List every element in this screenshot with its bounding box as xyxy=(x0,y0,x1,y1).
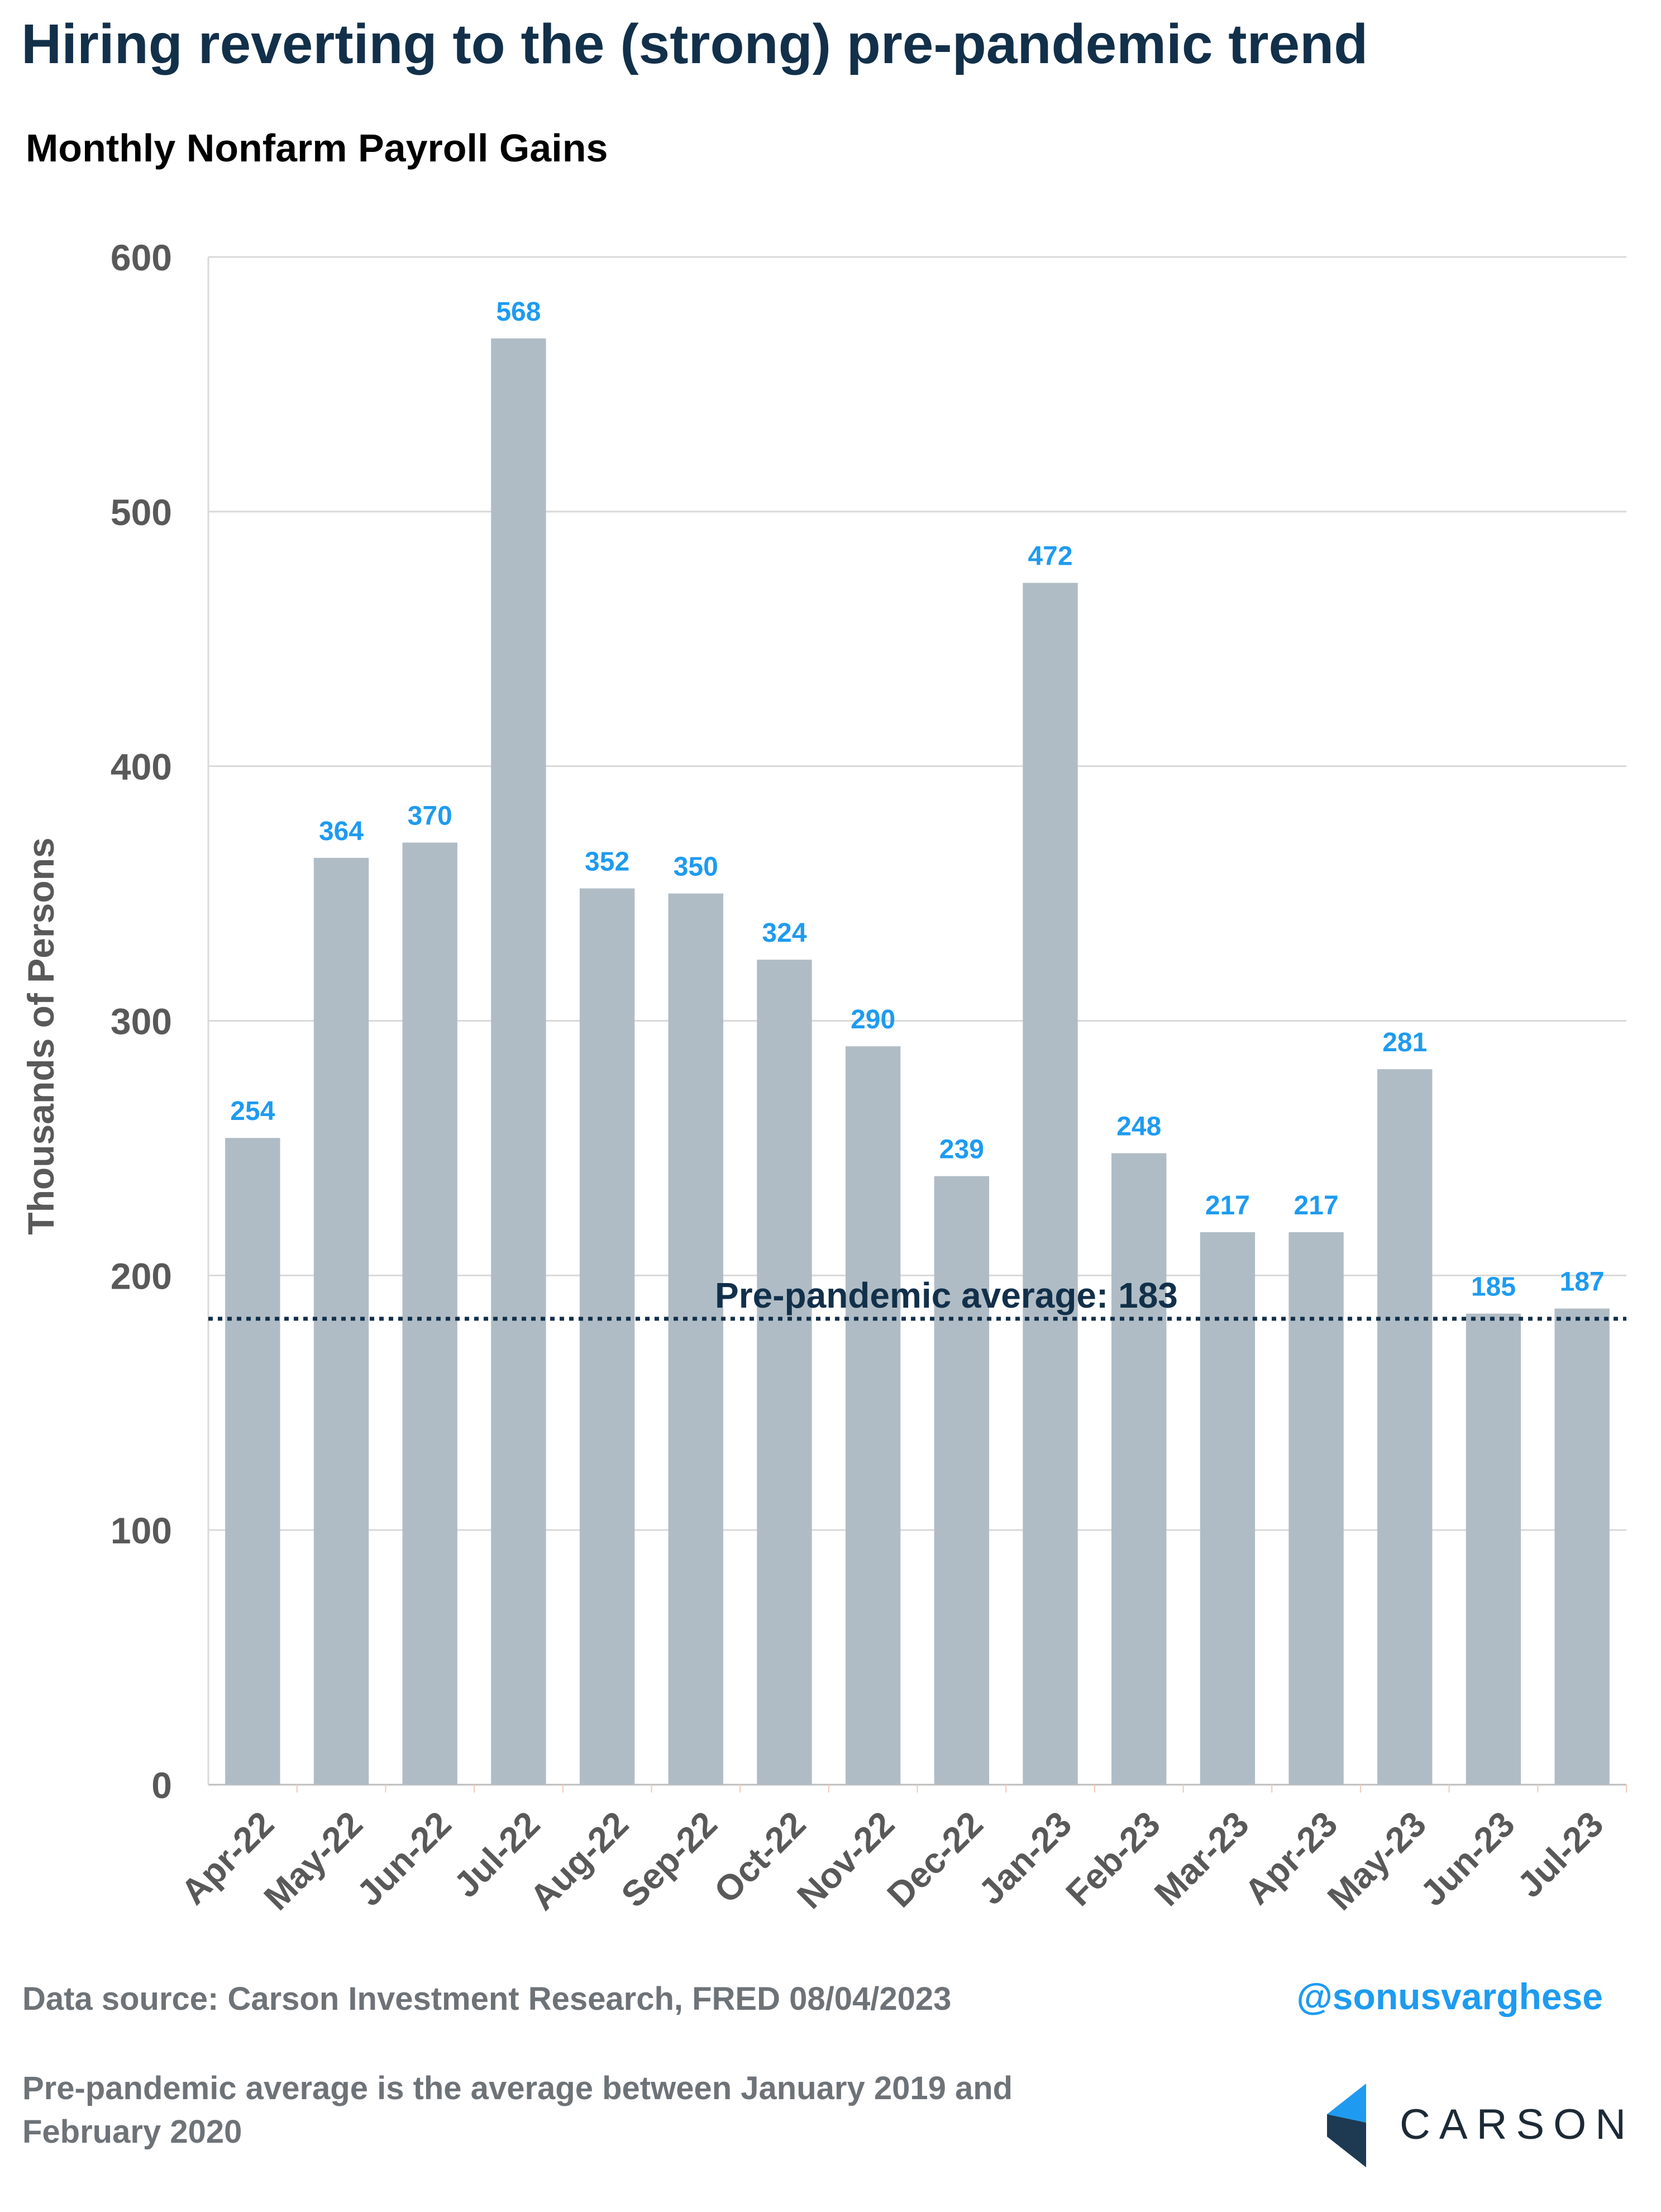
carson-logo-text: CARSON xyxy=(1400,2101,1635,2148)
data-label: 290 xyxy=(851,1005,895,1035)
y-tick-label: 200 xyxy=(111,1255,172,1296)
bar xyxy=(845,1046,901,1785)
data-label: 185 xyxy=(1471,1272,1516,1302)
footnote: Pre-pandemic average is the average betw… xyxy=(22,2070,1013,2150)
x-tick-label: Dec-22 xyxy=(879,1804,990,1915)
x-tick-label: May-22 xyxy=(256,1804,370,1918)
data-label: 254 xyxy=(230,1097,275,1126)
bar-chart: 0 100 200 300 400 500 600 254 364 370 568 352 350 32… xyxy=(20,237,1627,1918)
data-label: 370 xyxy=(408,801,452,831)
y-axis-label: Thousands of Persons xyxy=(20,837,61,1234)
x-tick-label: Jul-23 xyxy=(1510,1804,1611,1905)
data-label: 187 xyxy=(1560,1267,1605,1297)
bar xyxy=(668,893,723,1785)
carson-logo: CARSON xyxy=(1321,2084,1626,2167)
bar xyxy=(757,960,812,1785)
y-tick-label: 500 xyxy=(111,492,172,533)
x-tick-label: Sep-22 xyxy=(613,1804,724,1915)
data-label: 568 xyxy=(496,297,541,327)
x-tick-label: Nov-22 xyxy=(789,1804,902,1917)
y-axis-ticks: 0 100 200 300 400 500 600 xyxy=(111,237,172,1806)
x-tick-label: Jan-23 xyxy=(971,1804,1079,1912)
x-tick-label: May-23 xyxy=(1320,1804,1434,1918)
bar xyxy=(1466,1313,1521,1785)
x-tick-label: Mar-23 xyxy=(1147,1804,1257,1914)
y-tick-label: 0 xyxy=(151,1765,172,1806)
data-label: 350 xyxy=(674,852,718,882)
gridlines xyxy=(207,256,1626,1786)
data-label: 324 xyxy=(762,918,806,948)
bars: 254 364 370 568 352 350 324 290 239 472 248 217 217 2… xyxy=(225,297,1610,1785)
y-tick-label: 100 xyxy=(111,1510,172,1551)
x-tick-label: Jun-23 xyxy=(1412,1804,1522,1914)
bar xyxy=(1200,1232,1256,1785)
data-label: 217 xyxy=(1294,1191,1339,1221)
bar xyxy=(1288,1232,1344,1785)
chart-subtitle: Monthly Nonfarm Payroll Gains xyxy=(26,126,608,170)
bar xyxy=(934,1176,990,1785)
bar xyxy=(491,338,546,1785)
bar xyxy=(313,857,369,1785)
x-tick-label: Jun-22 xyxy=(349,1804,459,1914)
bar xyxy=(225,1138,280,1785)
data-label: 281 xyxy=(1382,1028,1427,1057)
y-tick-label: 400 xyxy=(111,746,172,788)
reference-line-label: Pre-pandemic average: 183 xyxy=(715,1275,1178,1315)
x-axis-ticks: Apr-22May-22Jun-22Jul-22Aug-22Sep-22Oct-… xyxy=(173,1785,1627,1918)
data-label: 248 xyxy=(1116,1112,1161,1142)
bar xyxy=(1111,1153,1167,1785)
author-handle: @sonusvarghese xyxy=(1296,1976,1603,2017)
y-tick-label: 300 xyxy=(111,1001,172,1042)
data-label: 239 xyxy=(939,1135,984,1165)
y-tick-label: 600 xyxy=(111,237,172,278)
carson-logo-icon xyxy=(1327,2084,1366,2167)
x-tick-label: Aug-22 xyxy=(522,1804,636,1918)
chart-title: Hiring reverting to the (strong) pre-pan… xyxy=(21,13,1368,75)
bar xyxy=(1554,1308,1610,1785)
bar xyxy=(402,842,457,1785)
reference-line-group: Pre-pandemic average: 183 xyxy=(208,1275,1626,1321)
data-label: 472 xyxy=(1028,541,1072,571)
bar xyxy=(1023,583,1078,1785)
x-tick-label: Feb-23 xyxy=(1058,1804,1168,1914)
data-label: 364 xyxy=(319,817,364,846)
data-label: 352 xyxy=(585,847,629,876)
data-label: 217 xyxy=(1205,1191,1250,1221)
bar xyxy=(1377,1069,1433,1785)
bar xyxy=(579,888,635,1785)
data-source-note: Data source: Carson Investment Research,… xyxy=(22,1981,952,2017)
